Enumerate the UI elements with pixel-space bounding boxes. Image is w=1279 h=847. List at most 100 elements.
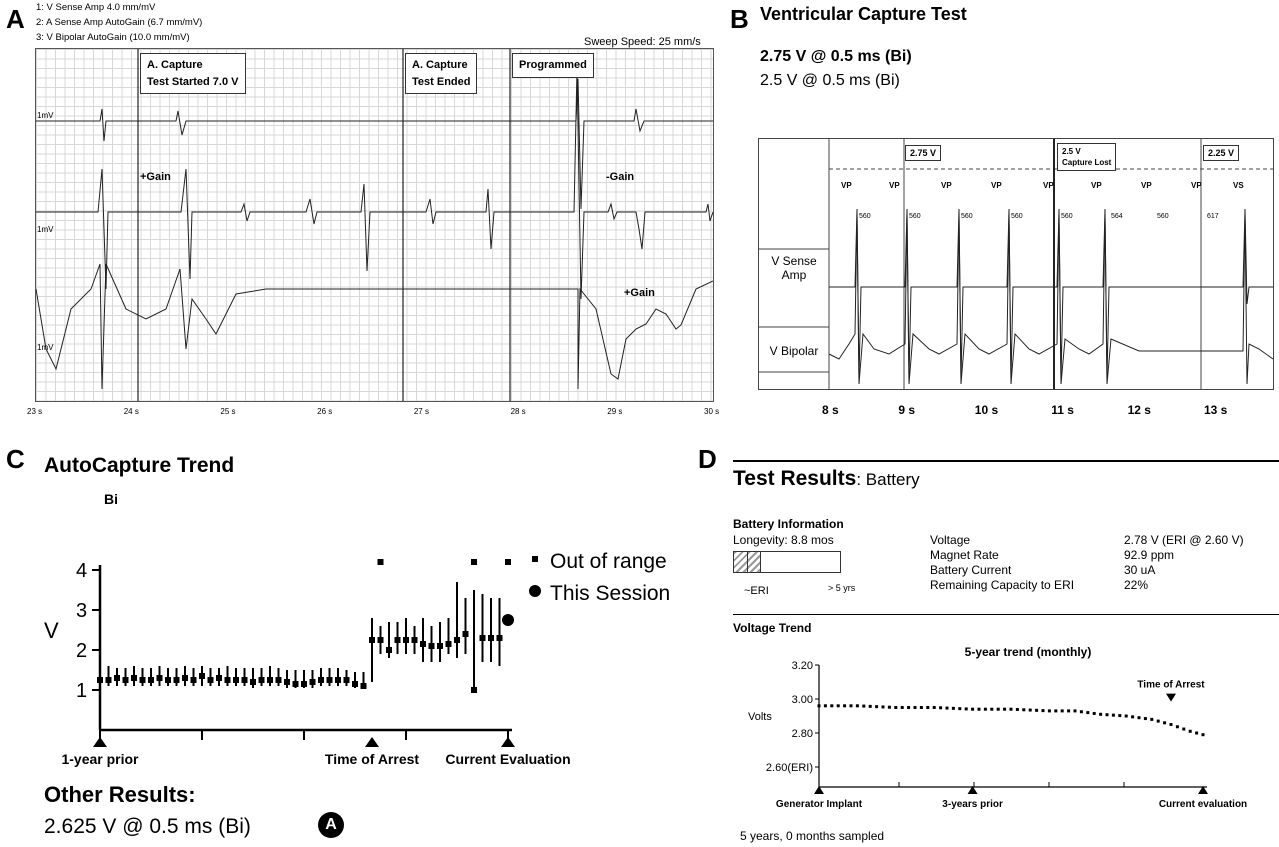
trend-point xyxy=(106,677,112,683)
x-tick-label: 8 s xyxy=(822,403,839,417)
trend-dot xyxy=(920,706,923,709)
trend-point xyxy=(429,643,435,649)
trace-b-bipolar xyxy=(829,214,1273,384)
ecg-traces-b xyxy=(759,139,1273,389)
x-tick-label: 11 s xyxy=(1051,403,1074,417)
trend-dot xyxy=(1016,708,1019,711)
x-tick-label: 27 s xyxy=(414,407,429,416)
panel-c-subtitle: Bi xyxy=(104,491,118,507)
panel-b-title: Ventricular Capture Test xyxy=(760,4,967,25)
trend-point xyxy=(497,635,503,641)
out-of-range-point xyxy=(471,559,477,565)
trend-point xyxy=(369,637,375,643)
y-axis-label: Volts xyxy=(748,711,772,723)
trend-dot xyxy=(1112,714,1115,717)
trend-dot xyxy=(856,704,859,707)
trend-dot xyxy=(837,704,840,707)
trend-dot xyxy=(1042,709,1045,712)
y-tick-label: 3 xyxy=(76,600,87,622)
x-axis-label: Generator Implant xyxy=(776,799,863,810)
voltage-trend-chart: 5-year trend (monthly)3.203.002.802.60(E… xyxy=(733,640,1273,825)
trend-dot xyxy=(824,704,827,707)
x-tick-label: 29 s xyxy=(607,407,622,416)
event-marker: VP xyxy=(1191,181,1202,190)
trend-dot xyxy=(1099,713,1102,716)
mv-label-3: 1mV xyxy=(37,343,53,352)
trend-dot xyxy=(984,708,987,711)
trend-dot xyxy=(1035,709,1038,712)
trend-dot xyxy=(990,708,993,711)
x-tick-label: 9 s xyxy=(898,403,915,417)
trend-dot xyxy=(1086,711,1089,714)
out-of-range-point xyxy=(378,559,384,565)
legend-this-session-label: This Session xyxy=(550,582,670,605)
trend-point xyxy=(276,677,282,683)
y-tick-label: 2.60(ERI) xyxy=(766,762,813,774)
divider-mid xyxy=(733,614,1279,615)
trend-dot xyxy=(971,708,974,711)
trend-dot xyxy=(952,707,955,710)
x-axis-label: Time of Arrest xyxy=(325,751,419,767)
legend-line-1: 1: V Sense Amp 4.0 mm/mV xyxy=(36,2,155,13)
trend-point xyxy=(216,675,222,681)
trend-point xyxy=(182,675,188,681)
trend-dot xyxy=(1138,716,1141,719)
trend-point xyxy=(259,677,265,683)
out-of-range-point xyxy=(505,559,511,565)
x-axis-label: Current evaluation xyxy=(1159,799,1247,810)
event-marker: VP xyxy=(991,181,1002,190)
interval-label: 617 xyxy=(1207,213,1219,220)
event-marker: VP xyxy=(1091,181,1102,190)
annotation-arrow-icon xyxy=(1166,694,1176,702)
y-axis-label: V xyxy=(44,618,59,643)
x-arrow-marker xyxy=(501,737,515,747)
capture-lost-label: Capture Lost xyxy=(1062,157,1111,168)
voltage-box-3: 2.25 V xyxy=(1203,145,1239,161)
interval-label: 560 xyxy=(859,213,871,220)
marker-2-line2: Test Ended xyxy=(412,74,470,91)
row-label-current: Battery Current xyxy=(930,563,1124,578)
event-marker: VP xyxy=(1141,181,1152,190)
trend-dot xyxy=(1010,708,1013,711)
battery-table: Voltage 2.78 V (ERI @ 2.60 V) Magnet Rate… xyxy=(930,533,1244,593)
y-tick-label: 2 xyxy=(76,640,87,662)
trend-point xyxy=(471,687,477,693)
table-row: Voltage 2.78 V (ERI @ 2.60 V) xyxy=(930,533,1244,548)
trend-dot xyxy=(850,704,853,707)
ecg-traces-a xyxy=(36,49,713,401)
trend-dot xyxy=(882,705,885,708)
voltage-box-1: 2.75 V xyxy=(905,145,941,161)
trend-point xyxy=(327,677,333,683)
trend-point xyxy=(386,647,392,653)
trend-point xyxy=(318,677,324,683)
trend-dot xyxy=(939,706,942,709)
trend-dot xyxy=(1054,709,1057,712)
panel-d-title-bold: Test Results xyxy=(733,467,856,490)
panel-d-title: Test Results: Battery xyxy=(733,467,920,491)
trend-point xyxy=(97,677,103,683)
marker-1-line2: Test Started 7.0 V xyxy=(147,74,239,91)
trend-point xyxy=(454,637,460,643)
trend-point xyxy=(250,679,256,685)
trend-dot xyxy=(1157,720,1160,723)
trend-dot xyxy=(888,706,891,709)
x-tick-label: 30 s xyxy=(704,407,719,416)
trend-point xyxy=(114,675,120,681)
marker-box-1: A. Capture Test Started 7.0 V xyxy=(140,53,246,94)
trend-dot xyxy=(1170,723,1173,726)
legend-line-2: 2: A Sense Amp AutoGain (6.7 mm/mV) xyxy=(36,17,202,28)
voltage-box-2: 2.5 V Capture Lost xyxy=(1057,143,1116,171)
legend-out-of-range-marker xyxy=(532,556,538,562)
battery-info-title: Battery Information xyxy=(733,517,844,531)
trend-dot xyxy=(1061,709,1064,712)
trend-point xyxy=(174,677,180,683)
sweep-speed: Sweep Speed: 25 mm/s xyxy=(584,36,701,48)
marker-1-line1: A. Capture xyxy=(147,57,239,74)
trend-point xyxy=(488,635,494,641)
panel-d-letter: D xyxy=(698,446,717,472)
table-row: Battery Current 30 uA xyxy=(930,563,1244,578)
x-tick-label: 26 s xyxy=(317,407,332,416)
table-row: Magnet Rate 92.9 ppm xyxy=(930,548,1244,563)
trend-point xyxy=(361,683,367,689)
voltage-trend-title: Voltage Trend xyxy=(733,621,811,635)
